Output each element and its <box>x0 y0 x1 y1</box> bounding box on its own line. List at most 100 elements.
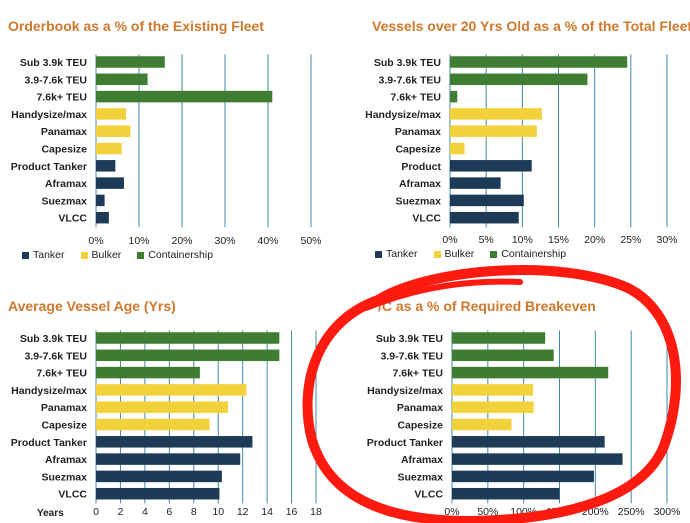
legend-item-tanker: Tanker <box>22 249 65 261</box>
category-label: Capesize <box>395 144 441 156</box>
bar-bulker <box>452 384 533 396</box>
category-label: Panamax <box>41 126 87 138</box>
bar-tanker <box>450 177 501 189</box>
axis-units-label: Years <box>37 508 64 519</box>
legend-label: Bulker <box>444 248 475 260</box>
category-label: VLCC <box>414 489 443 501</box>
category-label: VLCC <box>58 213 87 225</box>
category-label: 7.6k+ TEU <box>37 368 88 380</box>
bar-bulker <box>450 125 537 137</box>
chart-title: Average Vessel Age (Yrs) <box>8 298 176 314</box>
legend-swatch <box>22 251 29 259</box>
bar-containership <box>96 366 200 379</box>
category-label: 7.6k+ TEU <box>393 368 444 380</box>
chart-panel-orderbook: Orderbook as a % of the Existing Fleet 0… <box>0 0 345 265</box>
bar-bulker <box>452 418 512 431</box>
category-label: Handysize/max <box>365 109 441 121</box>
x-tick-label: 16 <box>286 506 298 518</box>
legend-swatch <box>490 250 498 258</box>
category-label: Capesize <box>41 144 87 156</box>
bar-containership <box>452 366 609 379</box>
category-label: Aframax <box>399 178 441 190</box>
x-tick-label: 50% <box>477 506 498 518</box>
bar-containership <box>450 73 588 86</box>
category-label: Sub 3.9k TEU <box>20 57 87 69</box>
bar-tanker <box>96 453 241 465</box>
category-label: Product <box>401 161 441 173</box>
x-tick-label: 25% <box>620 234 641 246</box>
x-tick-label: 20% <box>171 235 192 247</box>
x-tick-label: 150% <box>546 506 573 518</box>
category-label: Handysize/max <box>367 385 443 397</box>
category-label: Sub 3.9k TEU <box>374 57 441 69</box>
bar-containership <box>96 332 280 344</box>
category-label: VLCC <box>58 489 87 501</box>
category-label: Suezmax <box>397 471 443 483</box>
category-label: Aframax <box>45 454 87 466</box>
category-label: Product Tanker <box>367 437 443 449</box>
bar-bulker <box>450 142 465 155</box>
legend-swatch <box>375 250 382 258</box>
bar-tanker <box>452 436 605 448</box>
category-label: Capesize <box>41 420 87 432</box>
chart-panel-average-age: Average Vessel Age (Yrs) 0 2 4 6 8 10 12 14 16 18… <box>0 285 345 523</box>
x-tick-label: 10% <box>512 234 533 246</box>
x-tick-label: 30% <box>214 235 235 247</box>
chart-title: Vessels over 20 Yrs Old as a % of the To… <box>372 18 690 34</box>
category-label: Aframax <box>45 178 87 190</box>
bar-containership <box>450 90 458 103</box>
bar-tanker <box>96 160 116 172</box>
bar-chart: 0% 5% 10% 15% 20% 25% 30% Sub 3.9k TEU 3.9-7.6k … <box>365 54 678 246</box>
legend-label: Bulker <box>91 249 122 261</box>
x-tick-label: 200% <box>582 506 609 518</box>
legend-label: Containership <box>148 249 214 261</box>
x-tick-label: 10 <box>212 506 224 518</box>
category-label: Suezmax <box>41 195 87 207</box>
x-tick-label: 4 <box>142 506 148 518</box>
x-tick-label: 30% <box>656 234 677 246</box>
category-label: 3.9-7.6k TEU <box>381 350 443 362</box>
bar-tanker <box>96 436 253 448</box>
x-tick-label: 5% <box>479 234 494 246</box>
bar-containership <box>96 349 280 362</box>
x-tick-label: 0% <box>444 506 459 518</box>
x-tick-label: 10% <box>128 235 149 247</box>
bar-bulker <box>96 384 247 396</box>
category-label: Sub 3.9k TEU <box>376 333 443 345</box>
bar-bulker <box>96 108 127 120</box>
category-label: Suezmax <box>395 195 441 207</box>
legend-item-containership: Containership <box>137 249 213 261</box>
bar-bulker <box>96 125 131 137</box>
bar-containership <box>452 332 546 344</box>
category-label: Panamax <box>395 126 441 138</box>
x-tick-label: 0% <box>442 234 457 246</box>
bar-tanker <box>96 487 220 500</box>
legend-label: Containership <box>501 248 567 260</box>
x-tick-label: 6 <box>166 506 172 518</box>
category-label: Product Tanker <box>11 437 87 449</box>
bar-tanker <box>450 211 519 224</box>
bar-chart: 0 2 4 6 8 10 12 14 16 18 Sub 3.9k TEU 3.9-7.6k TEU 7… <box>11 330 322 518</box>
bar-tanker <box>96 470 222 483</box>
x-tick-label: 0% <box>88 235 103 247</box>
chart-title: Orderbook as a % of the Existing Fleet <box>8 18 264 34</box>
x-tick-label: 250% <box>618 506 645 518</box>
x-tick-label: 40% <box>257 235 278 247</box>
bar-containership <box>96 73 148 86</box>
x-tick-label: 8 <box>191 506 197 518</box>
bar-tanker <box>96 194 105 207</box>
bar-bulker <box>96 401 228 413</box>
x-tick-label: 18 <box>310 506 322 518</box>
bar-bulker <box>96 418 210 431</box>
legend-swatch <box>80 251 88 259</box>
legend-item-bulker: Bulker <box>80 249 122 261</box>
chart-panel-vessel-age-share: Vessels over 20 Yrs Old as a % of the To… <box>345 0 690 265</box>
category-label: Panamax <box>41 402 87 414</box>
category-label: Aframax <box>401 454 443 466</box>
legend-label: Tanker <box>386 248 418 260</box>
bar-containership <box>96 90 273 103</box>
x-tick-label: 15% <box>548 234 569 246</box>
chart-panel-breakeven: /C as a % of Required Breakeven 0% 50% 100… <box>345 285 690 523</box>
category-label: 3.9-7.6k TEU <box>25 74 87 86</box>
chart-legend: Tanker Bulker Containership <box>22 249 213 261</box>
